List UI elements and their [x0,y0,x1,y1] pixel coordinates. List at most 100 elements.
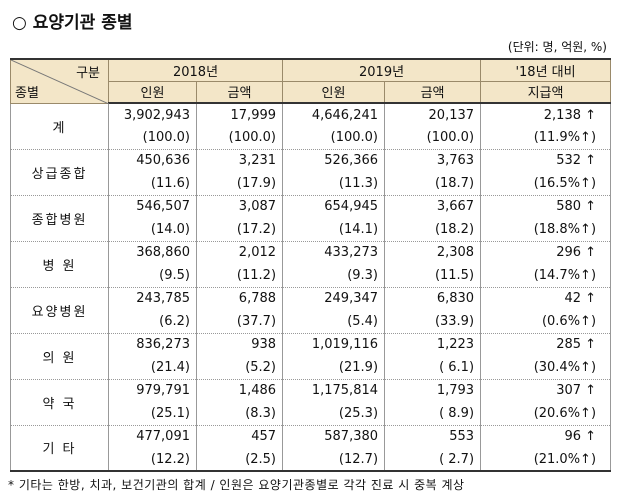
table-row: 약 국 979,791 1,486 1,175,814 1,793 307 ↑ [10,378,612,425]
column-subheader: 금액 [195,80,284,104]
change-cell: 96 ↑ [480,424,612,448]
share-cell: (6.2) [108,310,197,333]
row-name: 의 원 [10,332,109,379]
row-name: 요양병원 [10,286,109,333]
share-cell: (11.6) [108,172,197,195]
row-name: 약 국 [10,378,109,425]
row-name: 계 [10,102,109,149]
row-name: 기 타 [10,424,109,472]
share-cell: (37.7) [195,310,284,333]
table-row: (100.0) (100.0) (100.0) (100.0) (11.9%↑) [11,126,612,149]
table-row: 계 3,902,943 17,999 4,646,241 20,137 2,138 ↑ [10,102,612,149]
change-rate-cell: (11.9%↑) [480,126,612,149]
value-cell: 2,308 [384,240,482,264]
share-cell: (17.2) [195,218,284,241]
share-cell: (9.5) [108,264,197,287]
diagonal [11,60,109,104]
value-cell: 243,785 [108,286,197,310]
value-cell: 20,137 [384,102,482,126]
change-rate-cell: (0.6%↑) [480,310,612,333]
share-cell: (25.3) [282,402,386,425]
value-cell: 477,091 [108,424,197,448]
value-cell: 553 [384,424,482,448]
column-subheader: 금액 [384,80,482,104]
corner-bottom: 종별 [15,85,39,101]
change-subheader: 지급액 [480,80,612,104]
value-cell: 3,667 [384,194,482,218]
share-cell: (11.2) [195,264,284,287]
row-name: 병 원 [10,240,109,287]
change-rate-cell: (18.8%↑) [480,218,612,241]
share-cell: (18.7) [384,172,482,195]
value-cell: 587,380 [282,424,386,448]
value-cell: 526,366 [282,148,386,172]
year-header: 2019년 [282,58,482,82]
share-cell: (11.5) [384,264,482,287]
value-cell: 654,945 [282,194,386,218]
unit-note: (단위: 명, 억원, %) [507,40,607,54]
year-header: 2018년 [107,58,284,82]
share-cell: (14.1) [282,218,386,241]
value-cell: 6,830 [384,286,482,310]
value-cell: 17,999 [195,102,284,126]
value-cell: 368,860 [108,240,197,264]
footnote: * 기타는 한방, 치과, 보건기관의 합계 / 인원은 요양기관종별로 각각 … [8,478,465,492]
change-cell: 307 ↑ [480,378,612,402]
value-cell: 1,486 [195,378,284,402]
title: ○ 요양기관 종별 [12,13,133,33]
table-row: 상급종합 450,636 3,231 526,366 3,763 532 ↑ [10,148,612,195]
table-row: 의 원 836,273 938 1,019,116 1,223 285 ↑ [10,332,612,379]
change-cell: 532 ↑ [480,148,612,172]
table-row: 종합병원 546,507 3,087 654,945 3,667 580 ↑ [10,194,612,241]
share-cell: (12.7) [282,448,386,472]
share-cell: (21.4) [108,356,197,379]
value-cell: 433,273 [282,240,386,264]
share-cell: (8.3) [195,402,284,425]
table-row: 병 원 368,860 2,012 433,273 2,308 296 ↑ [10,240,612,287]
value-cell: 938 [195,332,284,356]
share-cell: (12.2) [108,448,197,472]
value-cell: 1,175,814 [282,378,386,402]
share-cell: (100.0) [384,126,482,149]
table-row: 기 타 477,091 457 587,380 553 96 ↑ [10,424,612,472]
value-cell: 450,636 [108,148,197,172]
share-cell: (25.1) [108,402,197,425]
value-cell: 6,788 [195,286,284,310]
share-cell: (11.3) [282,172,386,195]
value-cell: 2,012 [195,240,284,264]
change-cell: 2,138 ↑ [480,102,612,126]
row-name: 종합병원 [10,194,109,241]
corner-top: 구분 [76,66,100,81]
value-cell: 1,019,116 [282,332,386,356]
column-subheader: 인원 [108,80,197,104]
share-cell: (5.2) [195,356,284,379]
value-cell: 3,902,943 [108,102,197,126]
change-header: '18년 대비 [480,58,612,82]
row-name: 상급종합 [10,148,109,195]
value-cell: 4,646,241 [282,102,386,126]
share-cell: (33.9) [384,310,482,333]
share-cell: ( 8.9) [384,402,482,425]
value-cell: 249,347 [282,286,386,310]
change-rate-cell: (20.6%↑) [480,402,612,425]
change-cell: 580 ↑ [480,194,612,218]
share-cell: (14.0) [108,218,197,241]
value-cell: 3,763 [384,148,482,172]
table-row: (25.1) (8.3) (25.3)( 8.9) (20.6%↑) [11,402,612,425]
value-cell: 1,793 [384,378,482,402]
table-row: (21.4) (5.2) (21.9)( 6.1) (30.4%↑) [11,356,612,379]
share-cell: (100.0) [108,126,197,149]
corner-cell: 구분 종별 [10,58,109,104]
table-row: (11.6) (17.9) (11.3) (18.7) (16.5%↑) [11,172,612,195]
table-row: (14.0) (17.2) (14.1) (18.2) (18.8%↑) [11,218,612,241]
table-row: (6.2) (37.7) (5.4) (33.9) (0.6%↑) [11,310,612,333]
change-cell: 296 ↑ [480,240,612,264]
share-cell: (9.3) [282,264,386,287]
column-subheader: 인원 [282,80,386,104]
share-cell: (100.0) [282,126,386,149]
value-cell: 457 [195,424,284,448]
value-cell: 546,507 [108,194,197,218]
share-cell: (5.4) [282,310,386,333]
